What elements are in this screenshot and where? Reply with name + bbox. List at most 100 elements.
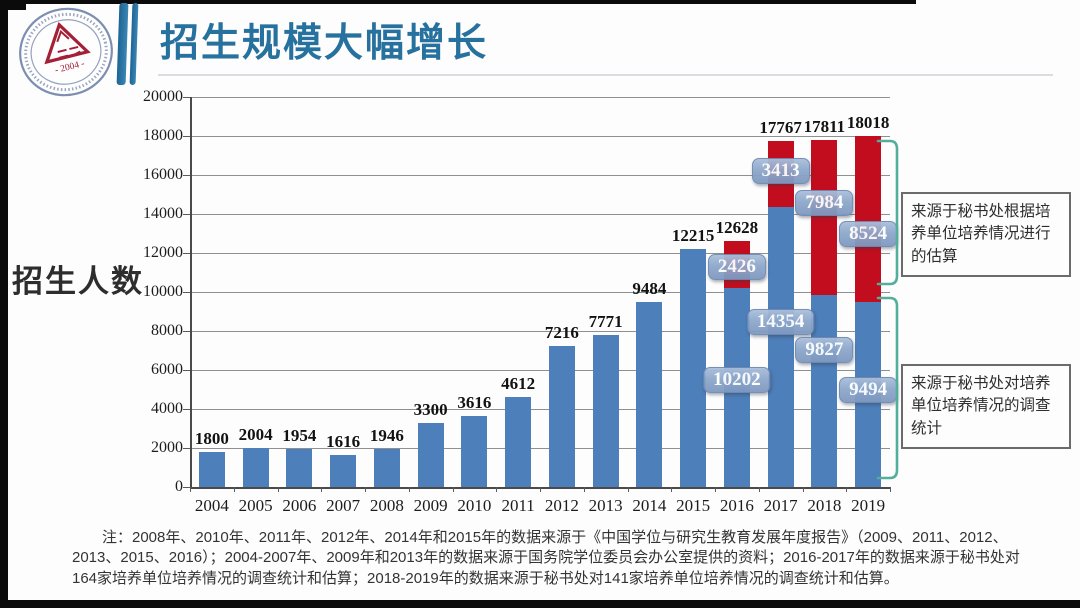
bar-value-label: 1800 — [194, 428, 229, 448]
x-axis-tickmark — [408, 487, 410, 492]
y-axis-tickmark — [183, 175, 190, 176]
segment-callout-2016: 10202 — [703, 367, 771, 394]
y-axis-tick-label: 10000 — [143, 283, 183, 300]
x-axis-tick-label: 2007 — [326, 496, 361, 515]
x-axis-tickmark — [496, 487, 498, 492]
y-axis-tickmark — [183, 331, 190, 332]
bar-value-label: 1616 — [326, 432, 361, 452]
bar-2011-blue — [505, 397, 532, 487]
x-axis-tickmark — [846, 487, 848, 492]
y-axis-tick-label: 0 — [175, 478, 183, 495]
bar-2008-blue — [373, 449, 400, 487]
photo-border-bottom — [0, 600, 1080, 608]
bar-2006-blue — [286, 448, 313, 487]
x-axis-tick-label: 2015 — [676, 496, 711, 515]
bar-2017-blue — [767, 207, 794, 487]
gridline — [190, 448, 890, 449]
segment-callout-2017: 14354 — [746, 309, 815, 336]
bar-2013-blue — [592, 335, 619, 487]
bar-2012-blue — [548, 346, 575, 487]
bar-2015-blue — [680, 248, 707, 487]
x-axis-tickmark — [802, 487, 804, 492]
gridline — [190, 370, 890, 371]
bar-2010-blue — [461, 416, 488, 487]
segment-callout-2019: 9494 — [839, 377, 898, 404]
bar-value-label: 7771 — [588, 312, 623, 332]
x-axis-tick-label: 2004 — [194, 496, 229, 515]
segment-callout-2018: 9827 — [795, 336, 854, 363]
y-axis-tick-label: 18000 — [143, 127, 183, 144]
x-axis-tick-label: 2017 — [763, 496, 798, 515]
x-axis-tickmark — [233, 487, 235, 492]
x-axis-tick-label: 2006 — [282, 496, 317, 515]
photo-border-top — [0, 0, 916, 4]
gridline — [190, 253, 890, 254]
x-axis-tickmark — [758, 487, 760, 492]
y-axis-tick-label: 8000 — [151, 322, 183, 339]
bar-2014-blue — [636, 302, 663, 487]
photo-border-corner — [0, 0, 26, 10]
x-axis-tickmark — [715, 487, 716, 492]
x-axis-tick-label: 2010 — [457, 496, 492, 515]
bar-2009-blue — [417, 422, 444, 487]
gridline — [190, 97, 890, 98]
footnote: 注：2008年、2010年、2011年、2012年、2014年和2015年的数据… — [72, 529, 1020, 587]
y-axis-tick-label: 14000 — [143, 205, 183, 222]
gridline — [190, 409, 890, 410]
y-axis-tickmark — [183, 292, 190, 293]
y-axis-tickmark — [183, 448, 190, 449]
gridline — [190, 214, 890, 215]
x-axis-tickmark — [540, 487, 541, 492]
y-axis-tickmark — [183, 487, 190, 488]
x-axis-tickmark — [190, 487, 191, 492]
y-axis-tickmark — [183, 409, 190, 410]
x-axis-tick-label: 2012 — [544, 496, 579, 515]
bar-value-label: 18018 — [846, 112, 890, 132]
x-axis-tickmark — [452, 487, 454, 492]
bar-2018-red — [811, 139, 838, 296]
gridline — [190, 331, 890, 332]
segment-callout-2019: 8524 — [839, 221, 898, 248]
x-axis-tickmark — [627, 487, 629, 492]
y-axis-tick-label: 20000 — [143, 88, 183, 105]
bar-value-label: 7216 — [544, 323, 579, 343]
bar-value-label: 12628 — [715, 217, 759, 237]
x-axis-tickmark — [277, 487, 279, 492]
seal-ring-text-icon — [24, 12, 108, 92]
x-axis-tickmark — [583, 487, 585, 492]
segment-callout-2018: 7984 — [795, 190, 854, 217]
segment-callout-2017: 3413 — [751, 158, 810, 185]
title-underline — [158, 74, 1053, 76]
x-axis-tick-label: 2018 — [807, 496, 842, 515]
bar-value-label: 4612 — [501, 374, 536, 394]
bar-2005-blue — [242, 447, 269, 487]
x-axis-tick-label: 2014 — [632, 496, 667, 515]
y-axis-tickmark — [183, 370, 190, 371]
bar-value-label: 12215 — [671, 225, 715, 245]
y-axis-tick-label: 12000 — [143, 244, 183, 261]
gridline — [190, 292, 890, 293]
bar-2007-blue — [330, 455, 357, 487]
photo-border-left — [0, 0, 8, 608]
page-title: 招生规模大幅增长 — [160, 22, 489, 65]
y-axis-tickmark — [183, 97, 190, 98]
bar-2004-blue — [198, 451, 225, 487]
y-axis-tick-label: 6000 — [151, 361, 183, 378]
bar-value-label: 1946 — [369, 426, 404, 446]
gridline — [190, 175, 890, 176]
y-axis-title: 招生人数 — [12, 264, 144, 299]
y-axis-line — [190, 97, 192, 487]
x-axis-tickmark — [321, 487, 323, 492]
y-axis-tickmark — [183, 136, 190, 137]
y-axis-tickmark — [183, 253, 190, 254]
y-axis-tick-label: 4000 — [151, 400, 183, 417]
x-axis-tick-label: 2019 — [851, 496, 886, 515]
bar-value-label: 17767 — [759, 117, 802, 137]
x-axis-tickmark — [890, 487, 891, 492]
x-axis-tick-label: 2013 — [588, 496, 623, 515]
annotation-estimate-box: 来源于秘书处根据培养单位培养情况进行的估算 — [901, 192, 1071, 278]
x-axis-tick-label: 2011 — [501, 496, 535, 515]
bar-2018-blue — [811, 295, 838, 487]
